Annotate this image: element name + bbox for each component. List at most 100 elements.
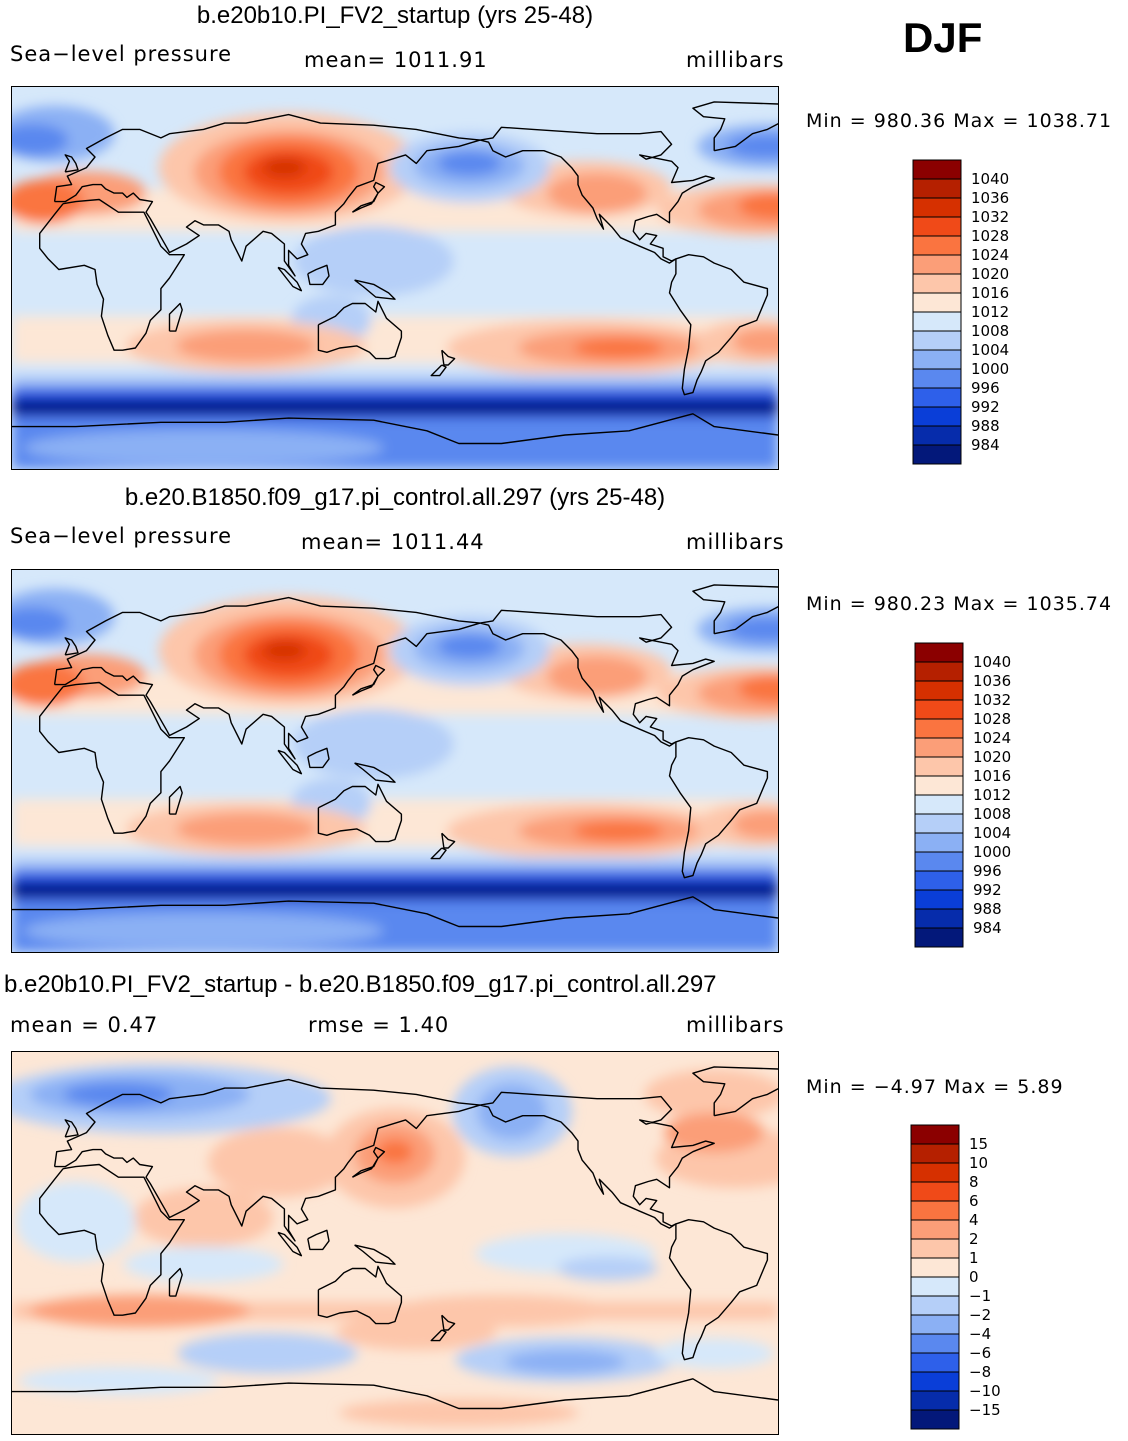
colorbar-box [912, 235, 962, 256]
coastline [39, 681, 186, 834]
colorbar-label: 15 [969, 1135, 988, 1153]
panel1-title: b.e20b10.PI_FV2_startup (yrs 25-48) [196, 2, 594, 29]
pressure-contour [547, 173, 648, 214]
colorbar-label: 1028 [971, 227, 1009, 245]
colorbar-label: 1012 [971, 303, 1009, 321]
colorbar-box [912, 311, 962, 332]
colorbar-box [912, 425, 962, 446]
colorbar-box [914, 832, 964, 853]
pressure-contour [732, 327, 778, 356]
pressure-contour [262, 157, 307, 178]
colorbar-box [914, 661, 964, 682]
coastline [668, 253, 769, 396]
pressure-contour [547, 656, 648, 697]
panel2-mean-label: mean= 1011.44 [301, 530, 485, 554]
colorbar-box [910, 1143, 960, 1164]
colorbar-box [910, 1162, 960, 1183]
pressure-contour [12, 662, 84, 707]
pressure-contour [477, 1083, 548, 1140]
colorbar-box [914, 851, 964, 872]
colorbar-label: 1016 [973, 767, 1011, 785]
pressure-contour [738, 191, 778, 220]
colorbar-label: −2 [969, 1306, 991, 1324]
coastline [64, 154, 79, 173]
coastline [479, 126, 715, 264]
pressure-contour [29, 1294, 250, 1327]
pressure-field [12, 105, 778, 469]
colorbar-box [914, 870, 964, 891]
colorbar-label: 6 [969, 1192, 979, 1210]
panel2-variable-label: Sea−level pressure [10, 524, 233, 548]
colorbar-box [912, 387, 962, 408]
coastline [54, 139, 481, 277]
pressure-contour [177, 1333, 358, 1374]
coastline [441, 1314, 456, 1331]
coastline [277, 266, 303, 292]
coastline [307, 747, 330, 769]
colorbar-label: 1020 [973, 748, 1011, 766]
colorbar-label: 1024 [973, 729, 1011, 747]
colorbar-label: 1024 [971, 246, 1009, 264]
panel2-title: b.e20.B1850.f09_g17.pi_control.all.297 (… [124, 484, 666, 511]
colorbar-label: 1008 [973, 805, 1011, 823]
colorbar-label: 0 [969, 1268, 979, 1286]
coastline [351, 1146, 386, 1178]
pressure-contour [336, 1314, 497, 1351]
colorbar-label: 996 [971, 379, 1000, 397]
coastline [12, 1378, 778, 1410]
colorbar-label: 992 [971, 398, 1000, 416]
colorbar-box [910, 1409, 960, 1430]
panel1-variable-label: Sea−level pressure [10, 42, 233, 66]
colorbar-box [912, 197, 962, 218]
pressure-contour [727, 617, 778, 642]
colorbar-label: 1008 [971, 322, 1009, 340]
colorbar-box [912, 330, 962, 351]
colorbar-box [910, 1390, 960, 1411]
pressure-contour [644, 1069, 778, 1120]
coastlines [12, 584, 778, 928]
colorbar-label: −1 [969, 1287, 991, 1305]
pressure-contour [23, 429, 384, 466]
coastline [39, 1163, 186, 1316]
colorbar-box [912, 178, 962, 199]
coastline [351, 181, 386, 213]
coastlines [12, 1066, 778, 1410]
colorbar-box [912, 444, 962, 465]
colorbar-label: 1012 [973, 786, 1011, 804]
coastline [354, 762, 396, 783]
colorbar-label: 1000 [973, 843, 1011, 861]
colorbar-label: 988 [971, 417, 1000, 435]
coastline [54, 622, 481, 760]
pressure-contour [573, 821, 664, 842]
pressure-contour [557, 1256, 658, 1281]
colorbar-label: 1032 [971, 208, 1009, 226]
coastline [317, 783, 403, 843]
pressure-contour [23, 912, 384, 949]
pressure-contour [437, 634, 502, 659]
coastline [277, 1231, 303, 1257]
colorbar-box [912, 159, 962, 180]
pressure-contour [377, 1139, 413, 1164]
colorbar-label: 1016 [971, 284, 1009, 302]
coastline [668, 1218, 769, 1361]
coastline [12, 896, 778, 928]
pressure-contour [505, 1349, 626, 1374]
panel1-mean-label: mean= 1011.91 [304, 48, 488, 72]
colorbar-box [912, 273, 962, 294]
coastline [692, 584, 778, 635]
pressure-contour [738, 674, 778, 703]
coastline [277, 749, 303, 775]
colorbar-label: 1040 [973, 653, 1011, 671]
colorbar-label: 1028 [973, 710, 1011, 728]
colorbar-label: −8 [969, 1363, 991, 1381]
coastline [692, 101, 778, 152]
colorbar-box [914, 813, 964, 834]
colorbar-label: −15 [969, 1401, 1001, 1419]
colorbar-label: −4 [969, 1325, 991, 1343]
colorbar-label: 984 [973, 919, 1002, 937]
coastline [317, 300, 403, 360]
panel3-map [11, 1051, 779, 1435]
coastline [441, 832, 456, 849]
colorbar-label: 1040 [971, 170, 1009, 188]
colorbar-label: 1004 [971, 341, 1009, 359]
